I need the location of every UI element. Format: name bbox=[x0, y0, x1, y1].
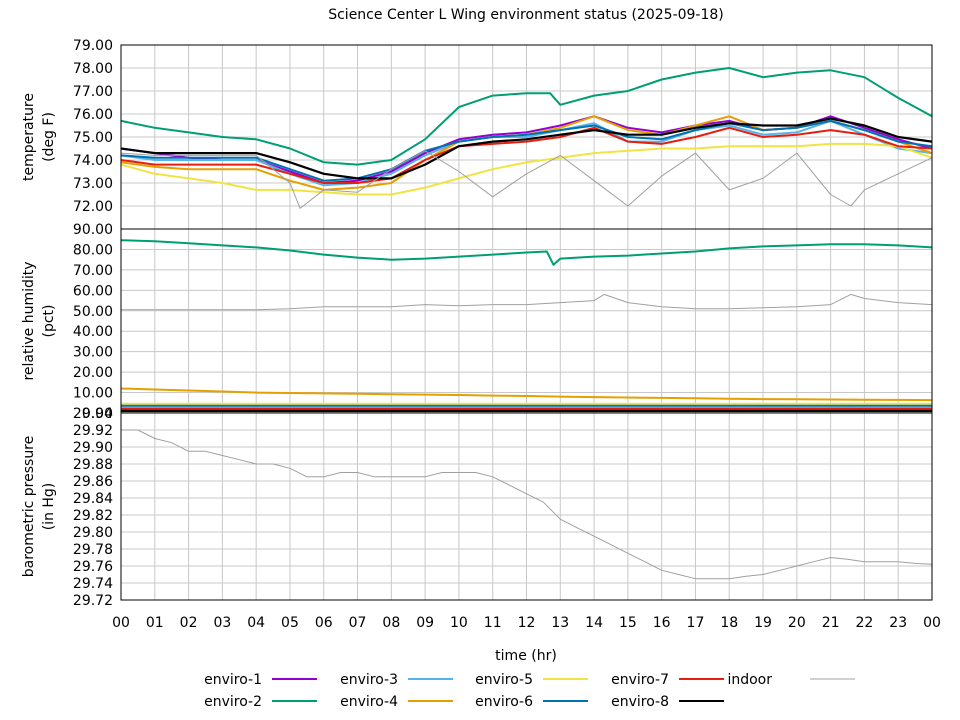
x-tick-label: 13 bbox=[551, 615, 569, 631]
y-tick-label: 29.88 bbox=[73, 457, 113, 473]
y-tick-label: 29.74 bbox=[73, 576, 113, 592]
y-tick-label: 77.00 bbox=[73, 84, 113, 100]
plot-frame bbox=[120, 412, 933, 601]
y-tick-label: 10.00 bbox=[73, 386, 113, 402]
x-tick-label: 00 bbox=[112, 615, 130, 631]
legend-label-enviro-6: enviro-6 bbox=[475, 694, 533, 710]
x-tick-label: 14 bbox=[585, 615, 603, 631]
x-tick-label: 01 bbox=[146, 615, 164, 631]
legend-label-enviro-1: enviro-1 bbox=[204, 672, 262, 688]
temperature-panel: 72.00 73.00 74.00 75.00 76.00 77.00 78.00 79.00… bbox=[21, 38, 933, 230]
legend-label-indoor: indoor bbox=[727, 672, 772, 688]
y-tick-label: 30.00 bbox=[73, 345, 113, 361]
x-tick-label: 11 bbox=[484, 615, 502, 631]
y-tick-label: 72.00 bbox=[73, 199, 113, 215]
chart-title: Science Center L Wing environment status… bbox=[328, 7, 724, 23]
y-tick-label: 29.80 bbox=[73, 525, 113, 541]
y-tick-label: 70.00 bbox=[73, 263, 113, 279]
series-line-enviro-2 bbox=[121, 67, 932, 166]
series-line-enviro-2 bbox=[121, 239, 932, 266]
y-axis-title: relative humidity (pct) bbox=[21, 261, 57, 380]
y-axis-title-line: (pct) bbox=[41, 305, 57, 338]
x-tick-label: 02 bbox=[180, 615, 198, 631]
x-tick-label: 19 bbox=[754, 615, 772, 631]
y-tick-label: 79.00 bbox=[73, 38, 113, 54]
x-tick-label: 08 bbox=[382, 615, 400, 631]
x-tick-label: 22 bbox=[856, 615, 874, 631]
x-tick-labels: 00 01 02 03 04 05 06 07 08 09 10 11 12 13 14 15 16 17 18 19… bbox=[112, 615, 941, 631]
x-tick-label: 15 bbox=[619, 615, 637, 631]
y-tick-label: 90.00 bbox=[73, 222, 113, 238]
y-tick-label: 60.00 bbox=[73, 283, 113, 299]
legend-label-enviro-4: enviro-4 bbox=[340, 694, 398, 710]
series-line-indoor bbox=[121, 150, 932, 209]
y-axis-title-line: relative humidity bbox=[21, 261, 37, 380]
y-tick-label: 29.72 bbox=[73, 593, 113, 609]
x-tick-label: 10 bbox=[450, 615, 468, 631]
legend-label-enviro-2: enviro-2 bbox=[204, 694, 262, 710]
y-tick-label: 73.00 bbox=[73, 176, 113, 192]
series-line-indoor bbox=[121, 293, 932, 311]
series-line-indoor bbox=[121, 429, 932, 580]
y-tick-label: 29.90 bbox=[73, 440, 113, 456]
y-tick-label: 78.00 bbox=[73, 61, 113, 77]
y-axis-title-line: (deg F) bbox=[41, 112, 57, 162]
y-tick-label: 50.00 bbox=[73, 304, 113, 320]
humidity-panel: 0.00 10.00 20.00 30.00 40.00 50.00 60.00 70.00 8… bbox=[21, 222, 933, 422]
y-tick-label: 29.78 bbox=[73, 542, 113, 558]
x-tick-label: 05 bbox=[281, 615, 299, 631]
y-tick-label: 40.00 bbox=[73, 324, 113, 340]
y-tick-label: 29.86 bbox=[73, 474, 113, 490]
x-tick-label: 18 bbox=[720, 615, 738, 631]
x-tick-label: 16 bbox=[653, 615, 671, 631]
x-tick-label: 12 bbox=[518, 615, 536, 631]
legend-label-enviro-3: enviro-3 bbox=[340, 672, 398, 688]
y-axis-title-line: (in Hg) bbox=[41, 483, 57, 531]
y-tick-label: 29.92 bbox=[73, 423, 113, 439]
x-tick-label: 07 bbox=[349, 615, 367, 631]
x-tick-label: 09 bbox=[416, 615, 434, 631]
x-tick-label: 21 bbox=[822, 615, 840, 631]
y-tick-label: 29.84 bbox=[73, 491, 113, 507]
legend-label-enviro-5: enviro-5 bbox=[475, 672, 533, 688]
x-tick-label: 03 bbox=[213, 615, 231, 631]
series-line-enviro-7 bbox=[121, 126, 932, 184]
series-line-enviro-6 bbox=[121, 119, 932, 182]
y-tick-label: 0.00 bbox=[82, 406, 113, 422]
y-tick-label: 29.76 bbox=[73, 559, 113, 575]
y-axis-title: barometric pressure (in Hg) bbox=[21, 436, 57, 577]
x-axis-title: time (hr) bbox=[495, 648, 557, 664]
x-tick-label: 06 bbox=[315, 615, 333, 631]
series-line-enviro-5 bbox=[121, 142, 932, 196]
y-tick-label: 75.00 bbox=[73, 130, 113, 146]
y-tick-label: 29.82 bbox=[73, 508, 113, 524]
y-axis-title-line: barometric pressure bbox=[21, 436, 37, 577]
x-tick-label: 17 bbox=[687, 615, 705, 631]
y-axis-title-line: temperature bbox=[21, 93, 37, 181]
legend: enviro-1 enviro-2 enviro-3 enviro-4 enviro-5… bbox=[204, 672, 855, 710]
y-tick-label: 74.00 bbox=[73, 153, 113, 169]
y-tick-label: 29.94 bbox=[73, 406, 113, 422]
series-line-enviro-3 bbox=[121, 119, 932, 187]
series-line-enviro-8 bbox=[121, 117, 932, 180]
y-tick-label: 80.00 bbox=[73, 242, 113, 258]
y-axis-title: temperature (deg F) bbox=[21, 93, 57, 181]
x-tick-label: 04 bbox=[247, 615, 265, 631]
pressure-panel: 29.7229.7429.7629.7829.8029.8229.8429.86… bbox=[21, 406, 933, 609]
x-tick-label: 20 bbox=[788, 615, 806, 631]
legend-label-enviro-7: enviro-7 bbox=[611, 672, 669, 688]
y-tick-label: 20.00 bbox=[73, 365, 113, 381]
x-tick-label: 00 bbox=[923, 615, 941, 631]
x-tick-label: 23 bbox=[889, 615, 907, 631]
series-line-enviro-4 bbox=[121, 387, 932, 402]
y-tick-label: 76.00 bbox=[73, 107, 113, 123]
legend-label-enviro-8: enviro-8 bbox=[611, 694, 669, 710]
